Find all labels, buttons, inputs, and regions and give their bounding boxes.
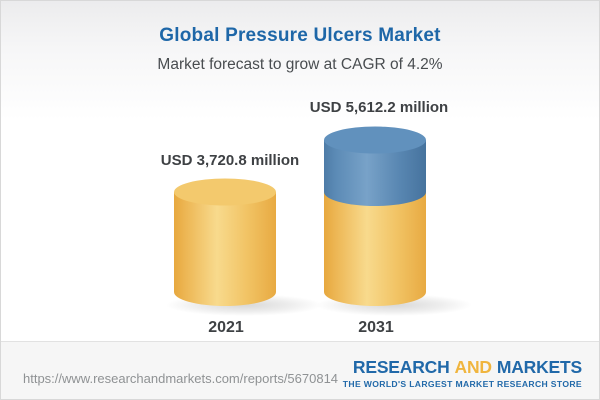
value-label-2021: USD 3,720.8 million [160, 152, 300, 169]
chart-header: Global Pressure Ulcers Market Market for… [1, 1, 599, 74]
year-label-2021: 2021 [208, 319, 244, 336]
logo-tagline: THE WORLD'S LARGEST MARKET RESEARCH STOR… [342, 379, 582, 389]
bar-2031 [324, 126, 426, 306]
source-url: https://www.researchandmarkets.com/repor… [23, 371, 339, 386]
bar-2031-base-segment [324, 192, 426, 306]
chart-subtitle: Market forecast to grow at CAGR of 4.2% [157, 56, 443, 73]
bar-2021 [174, 178, 276, 306]
logo-word-and: AND [454, 356, 493, 377]
chart-title: Global Pressure Ulcers Market [159, 25, 441, 46]
footer: https://www.researchandmarkets.com/repor… [1, 341, 599, 399]
year-label-2031: 2031 [358, 319, 394, 336]
bar-2031-growth-segment [324, 140, 426, 206]
logo-word-markets: MARKETS [496, 356, 582, 377]
value-label-2031: USD 5,612.2 million [309, 99, 449, 116]
logo-word-research: RESEARCH [352, 356, 450, 377]
logo-wordmark: RESEARCH AND MARKETS [343, 356, 582, 377]
research-and-markets-logo: RESEARCH AND MARKETS THE WORLD'S LARGEST M… [342, 356, 582, 389]
